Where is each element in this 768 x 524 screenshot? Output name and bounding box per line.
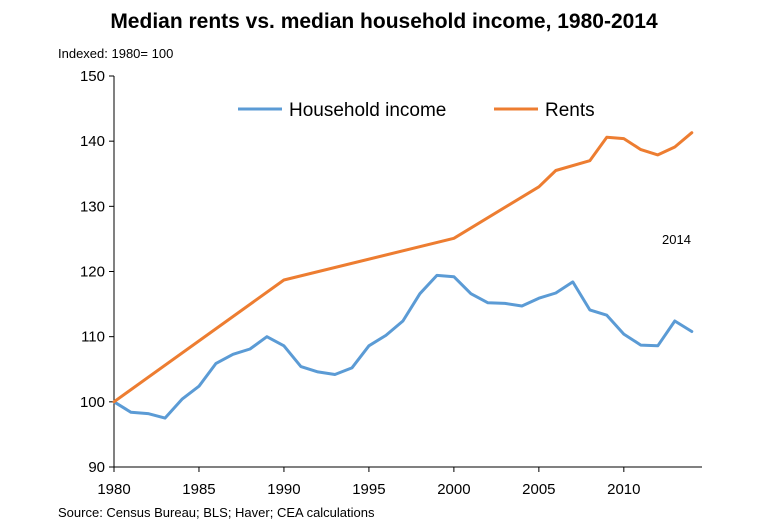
y-axis-ticks: 90 100 110 120 130 140 150 — [80, 68, 114, 476]
chart-title: Median rents vs. median household income… — [110, 10, 658, 33]
chart-source: Source: Census Bureau; BLS; Haver; CEA c… — [58, 505, 375, 520]
x-tick-label: 2005 — [522, 481, 555, 498]
x-tick-label: 2010 — [607, 481, 640, 498]
series-line-household-income — [112, 273, 694, 420]
y-tick-label: 110 — [81, 329, 105, 346]
legend: Household income Rents — [238, 100, 595, 121]
legend-label-rents: Rents — [545, 100, 595, 121]
series-line-rents — [112, 131, 694, 404]
x-tick-label: 1995 — [352, 481, 385, 498]
series-layer — [112, 131, 694, 420]
x-tick-label: 1990 — [267, 481, 300, 498]
y-tick-label: 100 — [80, 394, 105, 411]
chart-subtitle: Indexed: 1980= 100 — [58, 46, 174, 61]
y-tick-label: 130 — [80, 198, 105, 215]
y-tick-label: 120 — [80, 264, 105, 281]
y-tick-label: 140 — [80, 133, 105, 150]
annotation-2014: 2014 — [662, 232, 691, 247]
x-tick-label: 1980 — [97, 481, 130, 498]
y-tick-label: 150 — [80, 68, 105, 85]
x-axis-ticks: 1980 1985 1990 1995 2000 2005 2010 — [97, 467, 641, 498]
y-tick-label: 90 — [88, 459, 105, 476]
x-tick-label: 2000 — [437, 481, 470, 498]
x-tick-label: 1985 — [182, 481, 215, 498]
legend-label-household-income: Household income — [289, 100, 446, 121]
